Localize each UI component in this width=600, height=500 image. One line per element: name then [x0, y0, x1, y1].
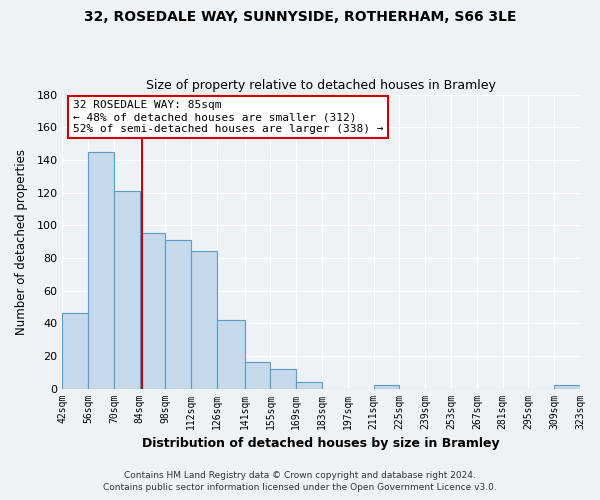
Bar: [140, 234, 166, 388]
Bar: [296, 382, 322, 388]
Bar: [88, 152, 114, 388]
Title: Size of property relative to detached houses in Bramley: Size of property relative to detached ho…: [146, 79, 496, 92]
Bar: [191, 252, 217, 388]
Bar: [374, 386, 400, 388]
Bar: [554, 386, 580, 388]
Bar: [62, 314, 88, 388]
Bar: [271, 369, 296, 388]
Bar: [217, 320, 245, 388]
Bar: [245, 362, 271, 388]
Text: 32, ROSEDALE WAY, SUNNYSIDE, ROTHERHAM, S66 3LE: 32, ROSEDALE WAY, SUNNYSIDE, ROTHERHAM, …: [84, 10, 516, 24]
X-axis label: Distribution of detached houses by size in Bramley: Distribution of detached houses by size …: [142, 437, 500, 450]
Y-axis label: Number of detached properties: Number of detached properties: [15, 148, 28, 334]
Text: Contains HM Land Registry data © Crown copyright and database right 2024.
Contai: Contains HM Land Registry data © Crown c…: [103, 471, 497, 492]
Text: 32 ROSEDALE WAY: 85sqm
← 48% of detached houses are smaller (312)
52% of semi-de: 32 ROSEDALE WAY: 85sqm ← 48% of detached…: [73, 100, 383, 134]
Bar: [114, 191, 140, 388]
Bar: [166, 240, 191, 388]
